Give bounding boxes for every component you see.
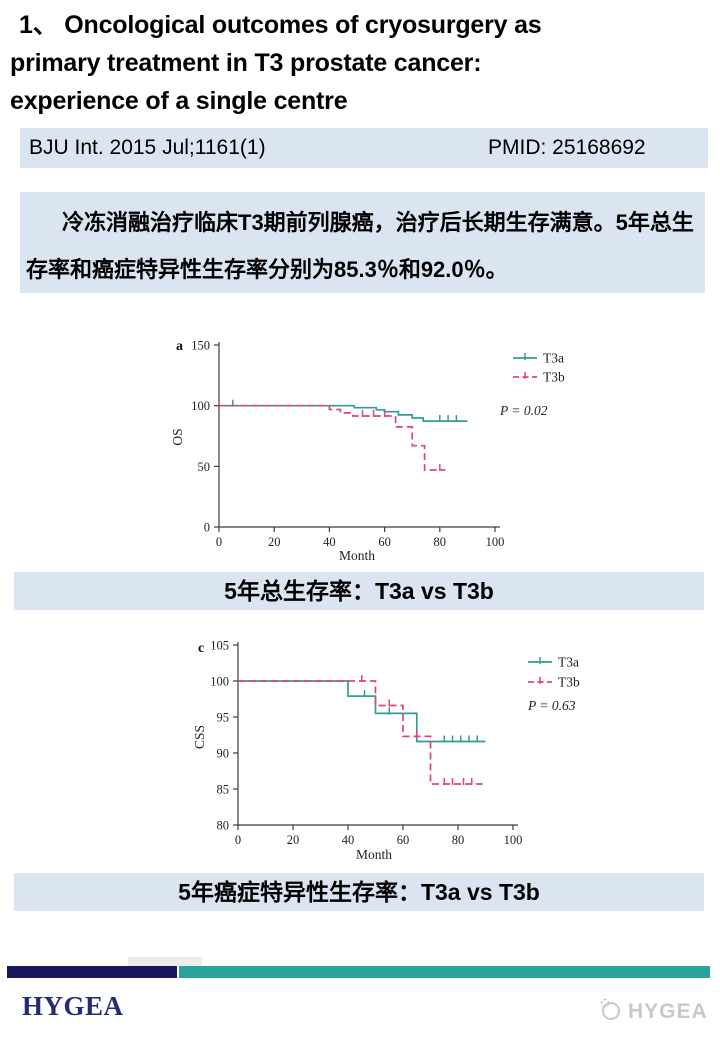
svg-text:T3b: T3b <box>543 370 565 385</box>
svg-text:100: 100 <box>504 833 523 847</box>
page-title: 1、 Oncological outcomes of cryosurgery a… <box>10 6 710 120</box>
svg-text:40: 40 <box>323 535 336 549</box>
svg-text:40: 40 <box>342 833 355 847</box>
svg-text:Month: Month <box>339 548 375 563</box>
citation-bar: BJU Int. 2015 Jul;1161(1) PMID: 25168692 <box>20 128 708 168</box>
watermark: HYGEA <box>597 996 708 1027</box>
svg-text:P = 0.02: P = 0.02 <box>499 403 548 418</box>
svg-text:OS: OS <box>170 428 185 445</box>
css-caption-text: 5年癌症特异性生存率：T3a vs T3b <box>178 879 540 905</box>
brand-logo: HYGEA <box>22 991 124 1021</box>
pmid: PMID: 25168692 <box>488 136 646 159</box>
title-line-3: experience of a single centre <box>10 87 348 115</box>
svg-text:0: 0 <box>216 535 222 549</box>
svg-text:P = 0.63: P = 0.63 <box>527 698 576 713</box>
svg-text:100: 100 <box>191 399 210 413</box>
footer-gray-accent <box>128 957 202 967</box>
svg-text:50: 50 <box>198 460 211 474</box>
svg-text:T3b: T3b <box>558 675 580 690</box>
svg-text:80: 80 <box>217 819 230 833</box>
svg-text:Month: Month <box>356 847 392 862</box>
svg-text:0: 0 <box>235 833 241 847</box>
svg-text:T3a: T3a <box>558 655 579 670</box>
svg-text:60: 60 <box>378 535 391 549</box>
svg-text:a: a <box>176 339 183 354</box>
os-caption-bar: 5年总生存率：T3a vs T3b <box>14 572 704 610</box>
watermark-text: HYGEA <box>628 999 708 1023</box>
hygea-globe-icon <box>597 996 623 1027</box>
footer-teal-bar <box>179 966 710 978</box>
footer-navy-bar <box>7 966 177 978</box>
svg-text:60: 60 <box>397 833 410 847</box>
svg-text:80: 80 <box>452 833 465 847</box>
os-caption-text: 5年总生存率：T3a vs T3b <box>224 578 494 604</box>
title-line-2: primary treatment in T3 prostate cancer: <box>10 49 482 77</box>
svg-text:80: 80 <box>434 535 447 549</box>
svg-text:85: 85 <box>217 783 230 797</box>
css-survival-chart: 80 85 90 95 100 105 0 20 40 60 80 100 c CSS Month T3a T3… <box>192 639 580 863</box>
svg-text:150: 150 <box>191 339 210 353</box>
title-line-1: 1、 Oncological outcomes of cryosurgery a… <box>19 11 542 39</box>
svg-text:0: 0 <box>204 521 210 535</box>
svg-text:100: 100 <box>210 675 229 689</box>
journal-reference: BJU Int. 2015 Jul;1161(1) <box>29 136 266 159</box>
summary-text: 冷冻消融治疗临床T3期前列腺癌，治疗后长期生存满意。5年总生存率和癌症特异性生存… <box>26 210 694 282</box>
svg-text:105: 105 <box>210 639 229 653</box>
svg-text:90: 90 <box>217 747 230 761</box>
svg-text:100: 100 <box>486 535 505 549</box>
svg-text:20: 20 <box>268 535 281 549</box>
svg-text:CSS: CSS <box>192 725 207 749</box>
svg-text:20: 20 <box>287 833 300 847</box>
summary-box: 冷冻消融治疗临床T3期前列腺癌，治疗后长期生存满意。5年总生存率和癌症特异性生存… <box>20 192 705 293</box>
svg-text:95: 95 <box>217 711 230 725</box>
svg-text:T3a: T3a <box>543 351 564 366</box>
svg-text:c: c <box>198 641 204 656</box>
os-survival-chart: 0 50 100 150 0 20 40 60 80 100 a OS Month T3a T3b P = 0… <box>170 339 565 564</box>
css-caption-bar: 5年癌症特异性生存率：T3a vs T3b <box>14 873 704 911</box>
